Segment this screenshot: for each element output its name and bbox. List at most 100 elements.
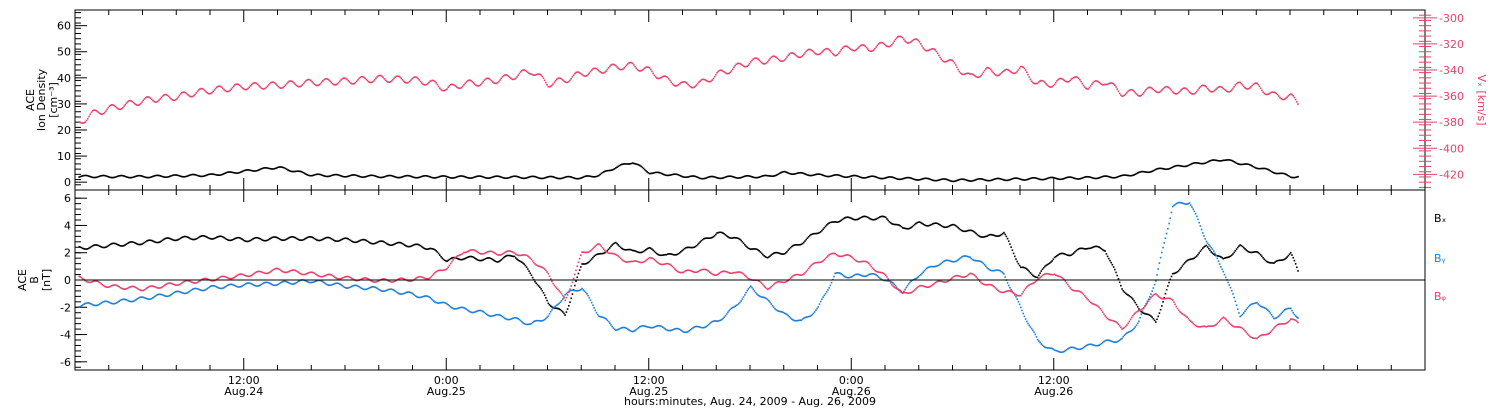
velocity-point: [892, 42, 894, 44]
by-point: [1235, 301, 1237, 303]
bx-point: [1262, 257, 1264, 259]
velocity-tick-label: -360: [1439, 90, 1464, 103]
bz-point: [580, 254, 582, 256]
bx-point: [545, 297, 547, 299]
velocity-point: [838, 52, 840, 54]
velocity-point: [446, 88, 448, 90]
velocity-point: [625, 66, 627, 68]
by-point: [815, 309, 817, 311]
by-point: [1142, 310, 1144, 312]
velocity-point: [1207, 88, 1209, 90]
by-point: [904, 289, 906, 291]
bx-point: [1042, 268, 1044, 270]
bz-point: [549, 276, 551, 278]
bx-point: [1159, 312, 1161, 314]
by-point: [1247, 307, 1249, 309]
velocity-point: [785, 58, 787, 60]
bx-point: [531, 274, 533, 276]
by-point: [610, 324, 612, 326]
velocity-point: [356, 81, 358, 83]
velocity-point: [106, 109, 108, 111]
velocity-point: [1018, 69, 1020, 71]
velocity-point: [140, 103, 142, 105]
velocity-point: [551, 85, 553, 87]
by-point: [1007, 282, 1009, 284]
velocity-point: [303, 83, 305, 85]
by-point: [609, 322, 611, 324]
velocity-point: [320, 83, 322, 85]
velocity-point: [569, 80, 571, 82]
by-point: [1151, 290, 1153, 292]
bz-point: [562, 295, 564, 297]
by-point: [587, 295, 589, 297]
bx-point: [569, 301, 571, 303]
by-point: [1203, 235, 1205, 237]
velocity-point: [1196, 91, 1198, 93]
bx-point: [568, 305, 570, 307]
by-point: [1033, 331, 1035, 333]
by-point: [1291, 310, 1293, 312]
by-point: [1197, 219, 1199, 221]
by-point: [1167, 228, 1169, 230]
velocity-point: [670, 81, 672, 83]
bx-point: [1018, 263, 1020, 265]
velocity-point: [515, 78, 517, 80]
bx-point: [1014, 256, 1016, 258]
by-point: [1153, 287, 1155, 289]
bz-point: [579, 258, 581, 260]
by-point: [607, 319, 609, 321]
bz-point: [807, 269, 809, 271]
by-point: [1192, 208, 1194, 210]
by-point: [560, 301, 562, 303]
by-point: [820, 301, 822, 303]
bz-point: [568, 291, 570, 293]
by-point: [1245, 309, 1247, 311]
by-point: [895, 285, 897, 287]
bx-point: [1115, 272, 1117, 274]
by-point: [1026, 321, 1028, 323]
velocity-point: [1144, 90, 1146, 92]
bx-point: [562, 311, 564, 313]
by-point: [585, 292, 587, 294]
bx-point: [1154, 320, 1156, 322]
velocity-point: [1091, 83, 1093, 85]
velocity-point: [605, 70, 607, 72]
by-point: [1216, 258, 1218, 260]
bx-point: [541, 290, 543, 292]
velocity-point: [464, 83, 466, 85]
density-tick-label: 50: [57, 46, 71, 59]
bx-point: [1232, 253, 1234, 255]
bx-point: [1261, 255, 1263, 257]
b-tick-label: 6: [64, 192, 71, 205]
bx-point: [440, 256, 442, 258]
b-tick-label: -4: [60, 329, 71, 342]
bx-point: [1198, 252, 1200, 254]
bx-point: [1161, 305, 1163, 307]
velocity-point: [1118, 91, 1120, 93]
velocity-point: [956, 67, 958, 69]
bx-point: [1178, 270, 1180, 272]
by-point: [772, 305, 774, 307]
by-point: [1161, 252, 1163, 254]
by-point: [1209, 245, 1211, 247]
bx-point: [744, 244, 746, 246]
by-point: [1166, 233, 1168, 235]
velocity-point: [939, 57, 941, 59]
bx-point: [566, 311, 568, 313]
velocity-point: [143, 100, 145, 102]
by-point: [725, 315, 727, 317]
velocity-point: [91, 112, 93, 114]
by-point: [893, 283, 895, 285]
bx-point: [1004, 234, 1006, 236]
by-point: [1038, 340, 1040, 342]
b-tick-label: 2: [64, 247, 71, 260]
bx-point: [1166, 289, 1168, 291]
bx-point: [742, 241, 744, 243]
velocity-point: [498, 81, 500, 83]
bz-point: [546, 271, 548, 273]
velocity-point: [462, 86, 464, 88]
bz-point: [570, 285, 572, 287]
velocity-point: [122, 107, 124, 109]
b-tick-label: 0: [64, 274, 71, 287]
by-point: [830, 285, 832, 287]
